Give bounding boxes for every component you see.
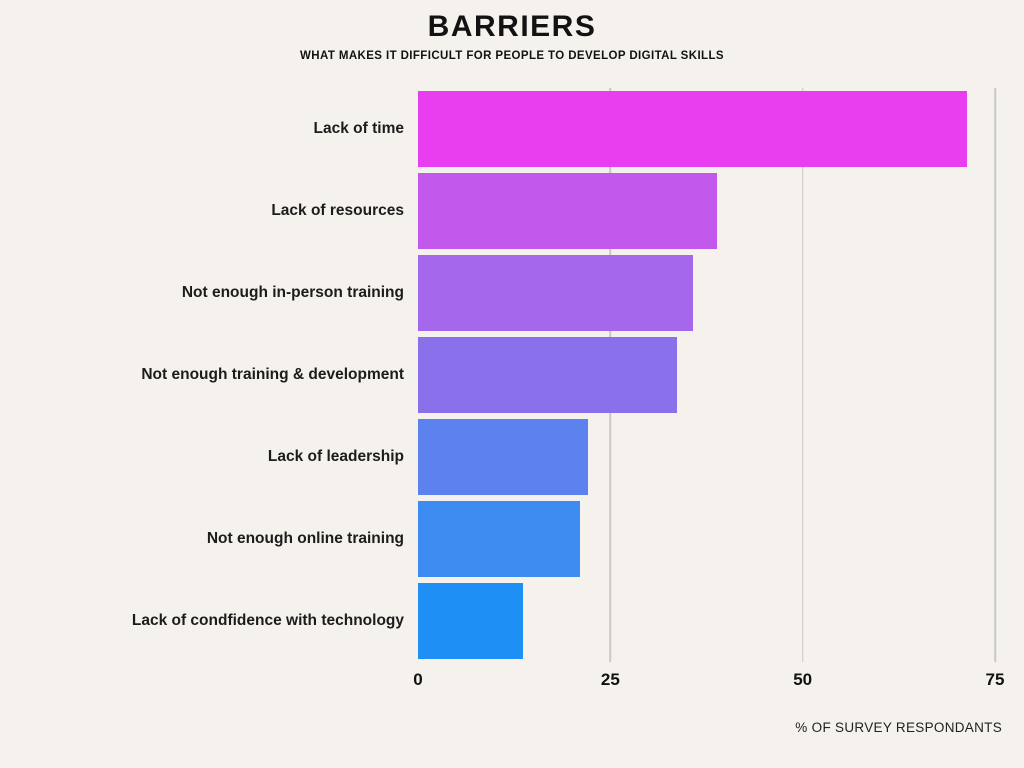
bar-label: Lack of condfidence with technology xyxy=(131,612,404,629)
x-tick-label: 50 xyxy=(793,670,813,689)
bar-cell xyxy=(418,419,1024,495)
x-axis-caption: % OF SURVEY RESPONDANTS xyxy=(795,720,1002,735)
bar-cell xyxy=(418,255,1024,331)
bar-row: Lack of time xyxy=(0,88,1024,170)
bar-cell xyxy=(418,337,1024,413)
bar-label: Lack of leadership xyxy=(267,448,404,465)
bar-cell xyxy=(418,173,1024,249)
bar-cell xyxy=(418,583,1024,659)
bar xyxy=(418,419,588,495)
bar-row: Not enough in-person training xyxy=(0,252,1024,334)
bar-label: Not enough training & development xyxy=(141,366,404,383)
bar xyxy=(418,337,677,413)
chart-subtitle: WHAT MAKES IT DIFFICULT FOR PEOPLE TO DE… xyxy=(300,50,724,62)
bar xyxy=(418,91,968,167)
bar-label: Lack of time xyxy=(313,120,404,137)
bar-label: Lack of resources xyxy=(271,202,404,219)
x-tick-label: 75 xyxy=(985,670,1005,689)
bar-cell xyxy=(418,501,1024,577)
bar-label: Not enough online training xyxy=(206,530,404,547)
bar-rows: Lack of time Lack of resources Not enough … xyxy=(0,88,1024,662)
bar-row: Lack of leadership xyxy=(0,416,1024,498)
bar-row: Lack of resources xyxy=(0,170,1024,252)
bar-row: Lack of condfidence with technology xyxy=(0,580,1024,662)
x-tick-label: 25 xyxy=(600,670,620,689)
gridline xyxy=(994,88,996,662)
x-tick-label: 0 xyxy=(413,670,423,689)
bar xyxy=(418,255,693,331)
bar-row: Not enough training & development xyxy=(0,334,1024,416)
bar-row: Not enough online training xyxy=(0,498,1024,580)
chart-title: BARRIERS xyxy=(427,10,597,43)
chart-header: BARRIERS WHAT MAKES IT DIFFICULT FOR PEO… xyxy=(0,0,1024,62)
bar-label: Not enough in-person training xyxy=(181,284,404,301)
bar xyxy=(418,501,580,577)
gridline xyxy=(801,88,804,662)
x-axis: 0 25 50 75 xyxy=(413,662,1004,696)
bar-chart: Lack of time Lack of resources Not enough … xyxy=(0,88,1024,696)
bar xyxy=(418,173,717,249)
bar-cell xyxy=(418,91,1024,167)
bar xyxy=(418,583,524,659)
